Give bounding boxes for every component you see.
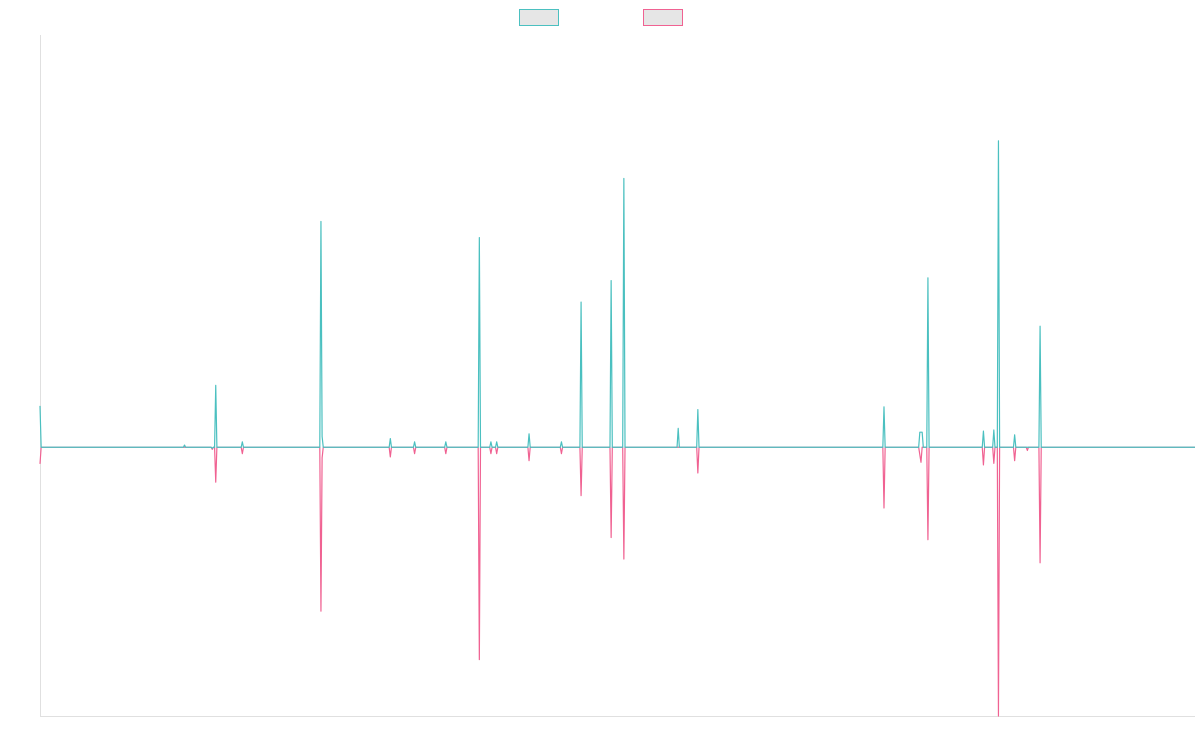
- legend: [0, 9, 1200, 26]
- legend-swatch-1: [519, 9, 559, 26]
- legend-item-1[interactable]: [519, 9, 559, 26]
- legend-swatch-2: [643, 9, 683, 26]
- series-layer: [39, 140, 1195, 717]
- series-line-2[interactable]: [39, 446, 1195, 717]
- series-line-1[interactable]: [39, 140, 1195, 449]
- legend-item-2[interactable]: [643, 9, 683, 26]
